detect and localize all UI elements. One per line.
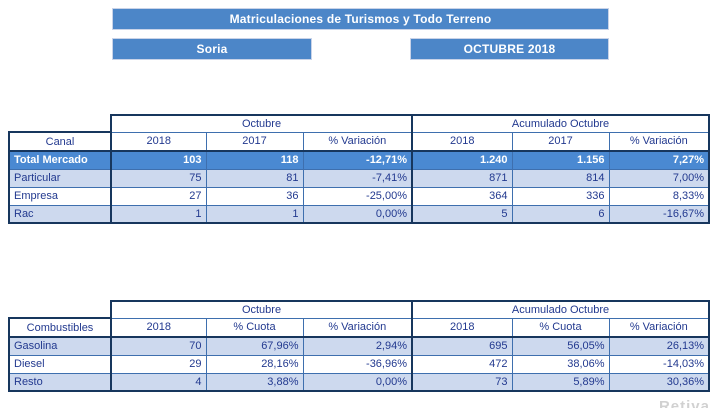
table-cell: -36,96%	[302, 354, 413, 374]
combustibles-table: Octubre Acumulado Octubre Combustibles 2018…	[8, 300, 711, 392]
column-header-5: 2017	[511, 131, 610, 152]
column-header-row: Canal 2018 2017% Variación 2018 2017% Variac…	[8, 131, 711, 152]
column-header-canal: Canal	[8, 131, 112, 152]
canal-table: Octubre Acumulado Octubre Canal 2018 2017% V…	[8, 114, 711, 224]
row-label: Resto	[8, 372, 112, 392]
table-cell: 75	[110, 168, 207, 188]
blank-corner-cell	[9, 115, 111, 132]
table-cell: 81	[205, 168, 304, 188]
table-cell: 28,16%	[205, 354, 304, 374]
region-banner: Soria	[112, 38, 312, 60]
column-header-5: % Cuota	[511, 317, 610, 338]
row-label: Particular	[8, 168, 112, 188]
table-cell: 695	[411, 336, 513, 356]
column-header-2: % Cuota	[205, 317, 304, 338]
column-header-3: % Variación	[302, 131, 413, 152]
group-header-octubre: Octubre	[109, 114, 413, 133]
column-header-1: 2018	[110, 131, 207, 152]
table-cell: 1	[205, 204, 304, 224]
table-cell: 2,94%	[302, 336, 413, 356]
group-header-row: Octubre Acumulado Octubre	[9, 114, 711, 133]
row-label: Gasolina	[8, 336, 112, 356]
table-cell: 27	[110, 186, 207, 206]
combustibles-table-container: Octubre Acumulado Octubre Combustibles 2018…	[8, 300, 711, 392]
row-label: Empresa	[8, 186, 112, 206]
group-header-octubre: Octubre	[109, 300, 413, 319]
table-row-resto: Resto 4 3,88% 0,00% 73 5,89% 30,36%	[8, 372, 711, 392]
period-banner: OCTUBRE 2018	[410, 38, 609, 60]
report-title-banner: Matriculaciones de Turismos y Todo Terre…	[112, 8, 609, 30]
table-cell: 67,96%	[205, 336, 304, 356]
table-cell: 4	[110, 372, 207, 392]
table-cell: -7,41%	[302, 168, 413, 188]
column-header-combustibles: Combustibles	[8, 317, 112, 338]
table-row-gasolina: Gasolina 70 67,96% 2,94% 695 56,05% 26,13%	[8, 336, 711, 356]
group-header-acumulado: Acumulado Octubre	[411, 114, 711, 133]
table-cell: 7,00%	[608, 168, 711, 188]
group-header-acumulado: Acumulado Octubre	[411, 300, 711, 319]
column-header-4: 2018	[411, 131, 513, 152]
table-row-rac: Rac 1 1 0,00% 5 6 -16,67%	[8, 204, 711, 224]
table-cell: 7,27%	[608, 150, 711, 170]
row-label: Diesel	[8, 354, 112, 374]
table-cell: 70	[110, 336, 207, 356]
table-cell: 73	[411, 372, 513, 392]
table-cell: 36	[205, 186, 304, 206]
table-row-empresa: Empresa 27 36 -25,00% 364 336 8,33%	[8, 186, 711, 206]
table-cell: 6	[511, 204, 610, 224]
table-cell: 5,89%	[511, 372, 610, 392]
table-cell: 118	[205, 150, 304, 170]
table-cell: 5	[411, 204, 513, 224]
column-header-3: % Variación	[302, 317, 413, 338]
report-title: Matriculaciones de Turismos y Todo Terre…	[229, 12, 492, 26]
column-header-2: 2017	[205, 131, 304, 152]
table-cell: 336	[511, 186, 610, 206]
table-cell: 0,00%	[302, 372, 413, 392]
table-cell: 364	[411, 186, 513, 206]
blank-corner-cell	[9, 301, 111, 318]
period-label: OCTUBRE 2018	[463, 42, 556, 56]
table-cell: 38,06%	[511, 354, 610, 374]
table-cell: 26,13%	[608, 336, 711, 356]
table-row-diesel: Diesel 29 28,16% -36,96% 472 38,06% -14,03%	[8, 354, 711, 374]
column-header-row: Combustibles 2018% Cuota% Variación 2018% …	[8, 317, 711, 338]
table-cell: 8,33%	[608, 186, 711, 206]
table-cell: 1.156	[511, 150, 610, 170]
table-cell: 0,00%	[302, 204, 413, 224]
table-cell: 3,88%	[205, 372, 304, 392]
table-cell: 814	[511, 168, 610, 188]
table-cell: 1.240	[411, 150, 513, 170]
table-cell: 103	[110, 150, 207, 170]
table-row-particular: Particular 75 81 -7,41% 871 814 7,00%	[8, 168, 711, 188]
table-cell: -16,67%	[608, 204, 711, 224]
column-header-6: % Variación	[608, 317, 711, 338]
group-header-row: Octubre Acumulado Octubre	[9, 300, 711, 319]
table-cell: 1	[110, 204, 207, 224]
column-header-4: 2018	[411, 317, 513, 338]
table-cell: -14,03%	[608, 354, 711, 374]
column-header-1: 2018	[110, 317, 207, 338]
table-cell: 871	[411, 168, 513, 188]
canal-table-container: Octubre Acumulado Octubre Canal 2018 2017% V…	[8, 114, 711, 224]
region-label: Soria	[196, 42, 228, 56]
watermark: Retiva	[658, 398, 710, 408]
row-label: Rac	[8, 204, 112, 224]
column-header-6: % Variación	[608, 131, 711, 152]
table-cell: 56,05%	[511, 336, 610, 356]
table-cell: 472	[411, 354, 513, 374]
row-label: Total Mercado	[8, 150, 112, 170]
table-cell: -12,71%	[302, 150, 413, 170]
table-row-total-mercado: Total Mercado 103 118 -12,71% 1.240 1.156 7,27…	[8, 150, 711, 170]
table-cell: -25,00%	[302, 186, 413, 206]
table-cell: 30,36%	[608, 372, 711, 392]
table-cell: 29	[110, 354, 207, 374]
